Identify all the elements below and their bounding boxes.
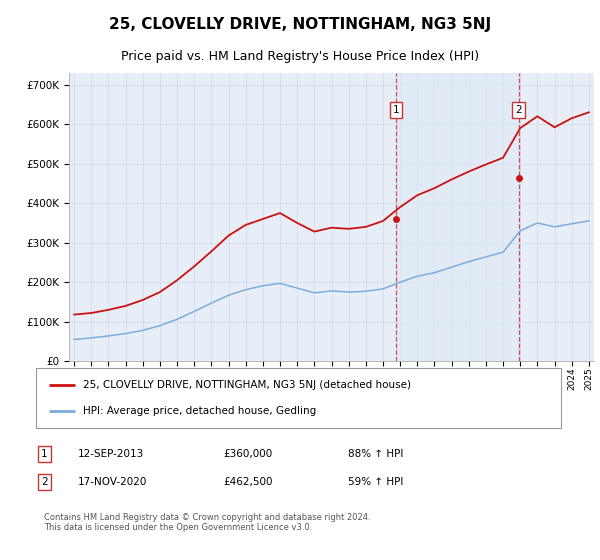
Text: 25, CLOVELLY DRIVE, NOTTINGHAM, NG3 5NJ: 25, CLOVELLY DRIVE, NOTTINGHAM, NG3 5NJ	[109, 17, 491, 32]
Text: 59% ↑ HPI: 59% ↑ HPI	[348, 477, 403, 487]
Text: 2: 2	[41, 477, 47, 487]
Text: HPI: Average price, detached house, Gedling: HPI: Average price, detached house, Gedl…	[83, 407, 317, 417]
FancyBboxPatch shape	[36, 368, 561, 428]
Text: Price paid vs. HM Land Registry's House Price Index (HPI): Price paid vs. HM Land Registry's House …	[121, 50, 479, 63]
Text: 1: 1	[392, 105, 399, 115]
Text: £462,500: £462,500	[224, 477, 273, 487]
Text: 17-NOV-2020: 17-NOV-2020	[77, 477, 147, 487]
Text: £360,000: £360,000	[224, 449, 273, 459]
Text: Contains HM Land Registry data © Crown copyright and database right 2024.
This d: Contains HM Land Registry data © Crown c…	[44, 512, 371, 532]
Text: 25, CLOVELLY DRIVE, NOTTINGHAM, NG3 5NJ (detached house): 25, CLOVELLY DRIVE, NOTTINGHAM, NG3 5NJ …	[83, 380, 411, 390]
Text: 12-SEP-2013: 12-SEP-2013	[77, 449, 143, 459]
Bar	[396, 73, 518, 361]
Text: 2: 2	[515, 105, 522, 115]
Text: 1: 1	[41, 449, 47, 459]
Text: 88% ↑ HPI: 88% ↑ HPI	[348, 449, 403, 459]
